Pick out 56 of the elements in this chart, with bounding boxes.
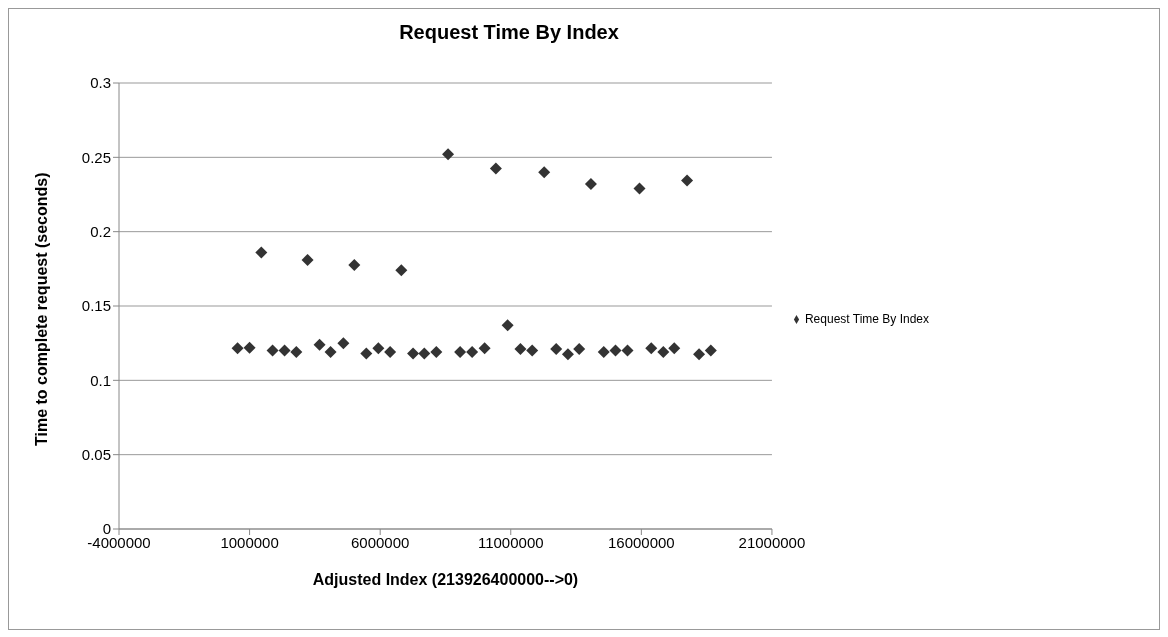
point [243,341,256,354]
point [337,337,350,350]
point [526,344,539,357]
point [489,162,502,175]
y-tick-label: 0.3 [90,74,111,92]
point [704,344,717,357]
point [290,346,303,359]
point [372,342,385,355]
point [466,346,479,359]
y-tick-label: 0.15 [81,297,111,315]
y-tick-label: 0.25 [81,148,111,166]
point [395,264,408,277]
point [538,166,551,179]
point [430,346,443,359]
point [645,342,658,355]
point [668,342,681,355]
y-tick-label: 0.2 [90,222,111,240]
point [609,344,622,357]
point [454,346,467,359]
x-tick-label: 6000000 [350,533,410,551]
y-tick-label: 0.05 [81,445,111,463]
point [442,148,455,161]
point [324,346,337,359]
chart-title: Request Time By Index [398,21,620,44]
point [384,346,397,359]
y-axis-title: Time to complete request (seconds) [32,172,50,446]
point [597,346,610,359]
point [360,347,373,360]
point [418,347,431,360]
point [301,253,314,266]
point [693,348,706,361]
point [573,343,586,356]
point [681,174,694,187]
point [478,342,491,355]
point [657,346,670,359]
point [561,348,574,361]
point [550,343,563,356]
point [348,259,361,272]
x-tick-label: 21000000 [738,533,806,551]
legend-label: Request Time By Index [804,312,929,326]
point [501,319,514,332]
x-axis-title: Adjusted Index (213926400000-->0) [312,571,579,588]
y-tick-label: 0.1 [90,371,111,389]
point [584,178,597,191]
x-tick-label: 16000000 [607,533,675,551]
point [266,344,279,357]
point [278,344,291,357]
point [231,342,244,355]
point [313,338,326,351]
point [407,347,420,360]
point [255,246,268,259]
x-tick-label: 1000000 [220,533,279,551]
x-tick-label: 11000000 [477,533,544,551]
point [621,344,634,357]
point [633,182,646,195]
point [514,343,527,356]
